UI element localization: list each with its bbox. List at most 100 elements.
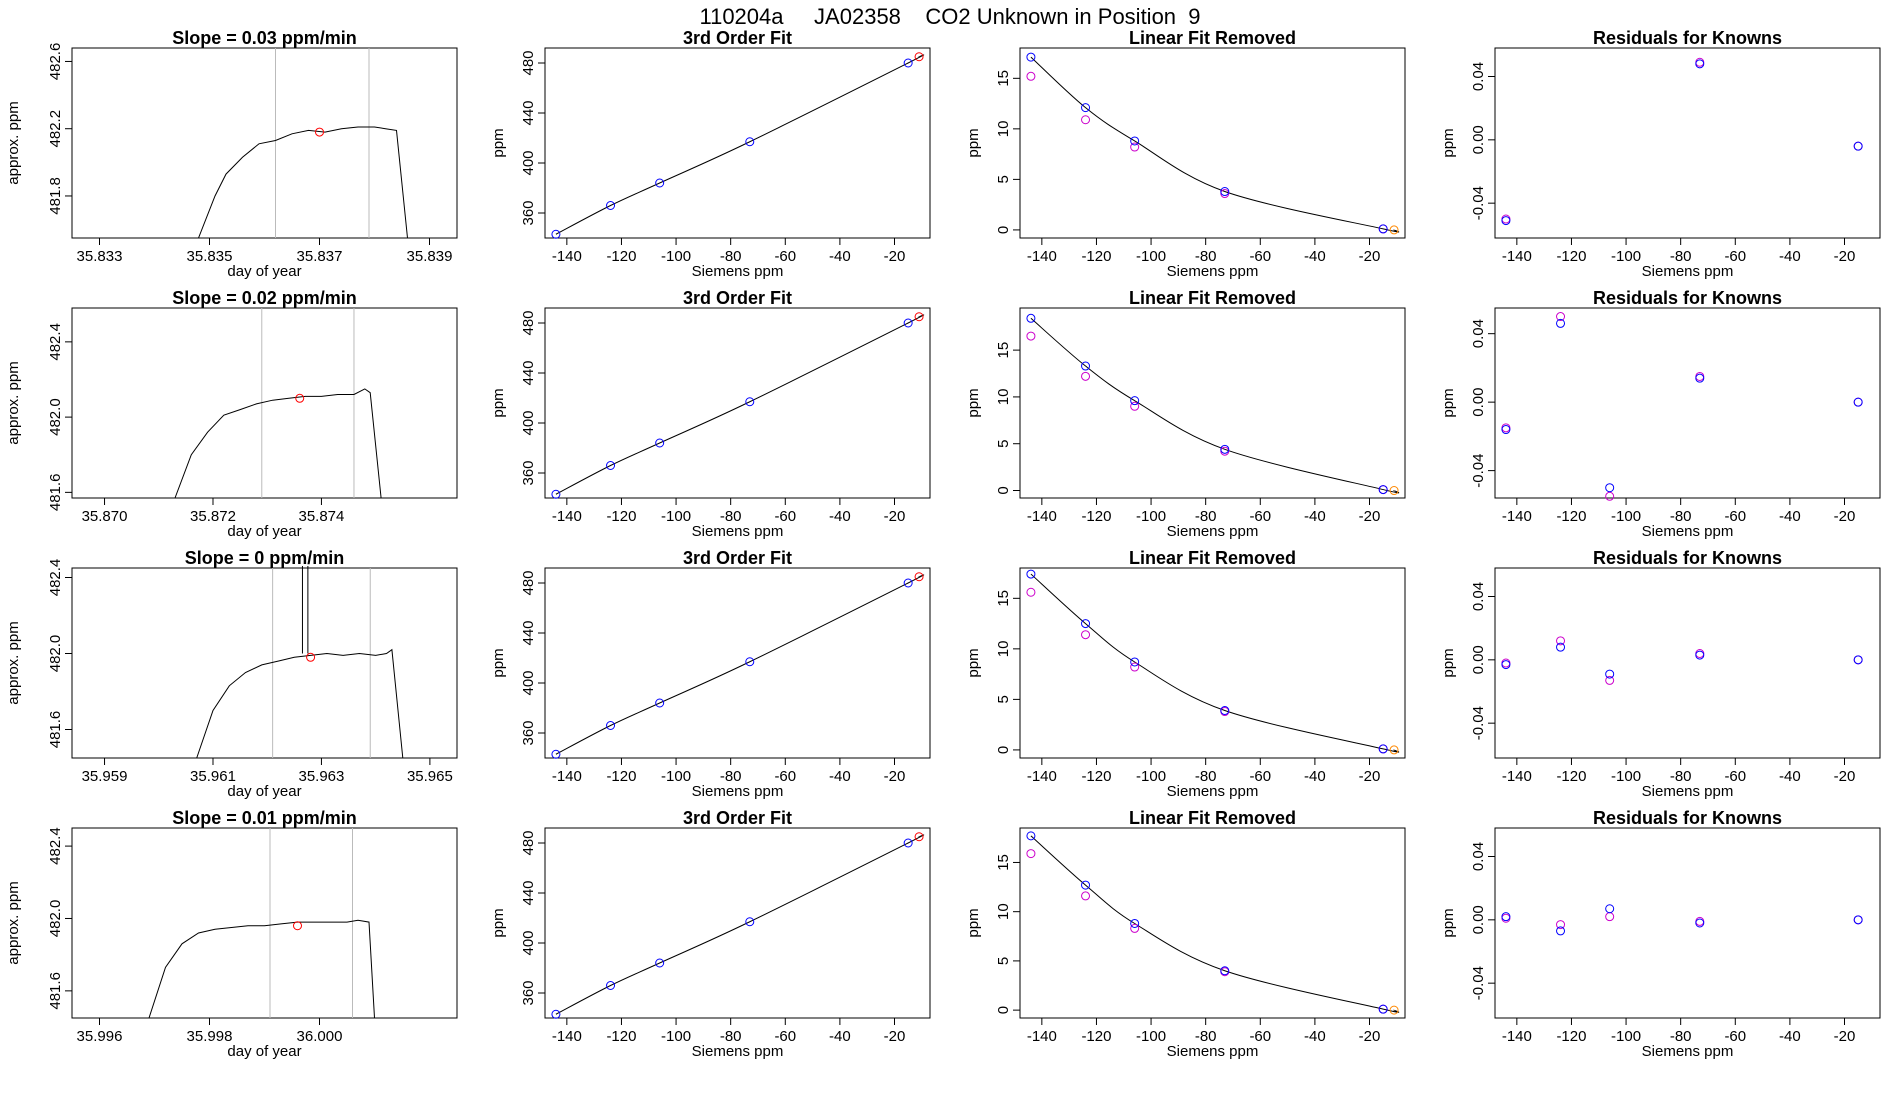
- fit-curve: [555, 574, 925, 755]
- x-axis-label: Siemens ppm: [1642, 263, 1734, 280]
- x-axis-label: day of year: [227, 783, 301, 800]
- y-tick-label: 0.00: [1470, 905, 1487, 934]
- known-data-point: [903, 318, 913, 328]
- x-tick-label: -120: [1081, 508, 1111, 525]
- x-axis-label: day of year: [227, 523, 301, 540]
- x-tick-label: 35.870: [82, 508, 128, 525]
- y-tick-label: -0.04: [1470, 966, 1487, 1000]
- y-axis-label: ppm: [965, 648, 982, 677]
- alt-data-point: [1220, 446, 1230, 456]
- y-tick-label: 0.04: [1470, 582, 1487, 611]
- y-axis-label: ppm: [965, 128, 982, 157]
- y-axis-label: approx. ppm: [5, 881, 22, 964]
- x-tick-label: -120: [1081, 768, 1111, 785]
- x-tick-label: 35.837: [297, 248, 343, 265]
- fit-curve: [1030, 317, 1400, 494]
- x-tick-label: -120: [606, 768, 636, 785]
- x-tick-label: 35.996: [77, 1028, 123, 1045]
- known-data-point: [1501, 912, 1511, 922]
- x-axis-label: Siemens ppm: [692, 1043, 784, 1060]
- x-tick-label: -100: [1136, 768, 1166, 785]
- y-tick-label: 400: [520, 150, 537, 175]
- y-tick-label: 440: [520, 620, 537, 645]
- fit-curve: [555, 54, 925, 235]
- y-tick-label: 0: [995, 1006, 1012, 1014]
- alt-data-point: [1081, 115, 1091, 125]
- ppm-trace-line: [174, 388, 382, 498]
- x-tick-label: 35.833: [77, 248, 123, 265]
- x-tick-label: -60: [1724, 768, 1746, 785]
- x-axis-label: Siemens ppm: [1642, 1043, 1734, 1060]
- plot-frame: [1494, 567, 1881, 759]
- x-tick-label: -120: [1081, 248, 1111, 265]
- chart-panel-2-1: Slope = 0.02 ppm/min 35.870 35.872 35.874 48…: [5, 288, 458, 540]
- x-tick-label: -100: [1611, 508, 1641, 525]
- y-axis-label: approx. ppm: [5, 621, 22, 704]
- unknown-data-point: [1389, 486, 1399, 496]
- y-tick-label: 482.2: [47, 110, 64, 148]
- known-data-point: [1026, 313, 1036, 323]
- known-data-point: [1130, 918, 1140, 928]
- chart-panel-3-3: Linear Fit Removed -140 -120 -100 -80 -60 -40 -…: [965, 548, 1406, 800]
- plot-frame: [71, 827, 458, 1019]
- x-tick-label: -120: [606, 248, 636, 265]
- known-data-point: [606, 201, 616, 210]
- y-tick-label: 15: [995, 70, 1012, 87]
- x-axis-label: day of year: [227, 263, 301, 280]
- ppm-trace-line: [148, 919, 375, 1018]
- alt-data-point: [1605, 912, 1615, 922]
- chart-title: 3rd Order Fit: [683, 808, 792, 828]
- x-tick-label: -60: [774, 768, 796, 785]
- x-tick-label: -100: [1611, 1028, 1641, 1045]
- y-tick-label: 480: [520, 50, 537, 75]
- y-tick-label: 482.4: [47, 323, 64, 361]
- x-tick-label: -140: [552, 248, 582, 265]
- y-tick-label: 482.4: [47, 559, 64, 597]
- known-data-point: [1853, 655, 1863, 665]
- known-data-point: [903, 58, 913, 68]
- x-tick-label: -80: [720, 248, 742, 265]
- x-axis-label: Siemens ppm: [1167, 783, 1259, 800]
- x-tick-label: -40: [829, 1028, 851, 1045]
- x-tick-label: -80: [1195, 1028, 1217, 1045]
- known-data-point: [551, 229, 561, 239]
- chart-title: Linear Fit Removed: [1129, 808, 1296, 828]
- x-tick-label: -40: [1779, 768, 1801, 785]
- known-data-point: [1081, 880, 1091, 890]
- x-tick-label: -20: [1359, 1028, 1381, 1045]
- known-data-point: [1220, 966, 1230, 976]
- plot-frame: [71, 307, 458, 499]
- x-axis-label: Siemens ppm: [1167, 523, 1259, 540]
- alt-data-point: [1130, 923, 1140, 933]
- fit-curve: [555, 834, 925, 1015]
- y-axis-label: ppm: [1440, 908, 1457, 937]
- plot-frame: [71, 47, 458, 239]
- y-axis-label: ppm: [490, 908, 507, 937]
- x-axis-label: Siemens ppm: [692, 523, 784, 540]
- x-tick-label: -80: [1670, 1028, 1692, 1045]
- x-tick-label: -60: [774, 508, 796, 525]
- y-tick-label: 0.00: [1470, 125, 1487, 154]
- y-tick-label: 10: [995, 389, 1012, 406]
- chart-panel-1-4: Residuals for Knowns -140 -120 -100 -80 -60 -4…: [1440, 28, 1881, 280]
- x-tick-label: -100: [1611, 768, 1641, 785]
- y-tick-label: 400: [520, 670, 537, 695]
- known-data-point: [1130, 657, 1140, 667]
- alt-data-point: [1026, 849, 1036, 859]
- x-tick-label: -120: [1556, 508, 1586, 525]
- known-data-point: [1695, 373, 1705, 383]
- y-axis-label: ppm: [1440, 388, 1457, 417]
- alt-data-point: [1556, 920, 1566, 930]
- plot-frame: [1494, 827, 1881, 1019]
- x-tick-label: -60: [774, 248, 796, 265]
- known-data-point: [655, 178, 665, 188]
- unknown-data-point: [914, 832, 924, 842]
- chart-title: Slope = 0.01 ppm/min: [172, 808, 357, 828]
- x-tick-label: -120: [1556, 768, 1586, 785]
- known-data-point: [1853, 397, 1863, 407]
- y-tick-label: 481.6: [47, 474, 64, 512]
- x-tick-label: -80: [1195, 508, 1217, 525]
- alt-data-point: [1130, 662, 1140, 672]
- y-tick-label: -0.04: [1470, 706, 1487, 740]
- y-tick-label: 482.0: [47, 900, 64, 938]
